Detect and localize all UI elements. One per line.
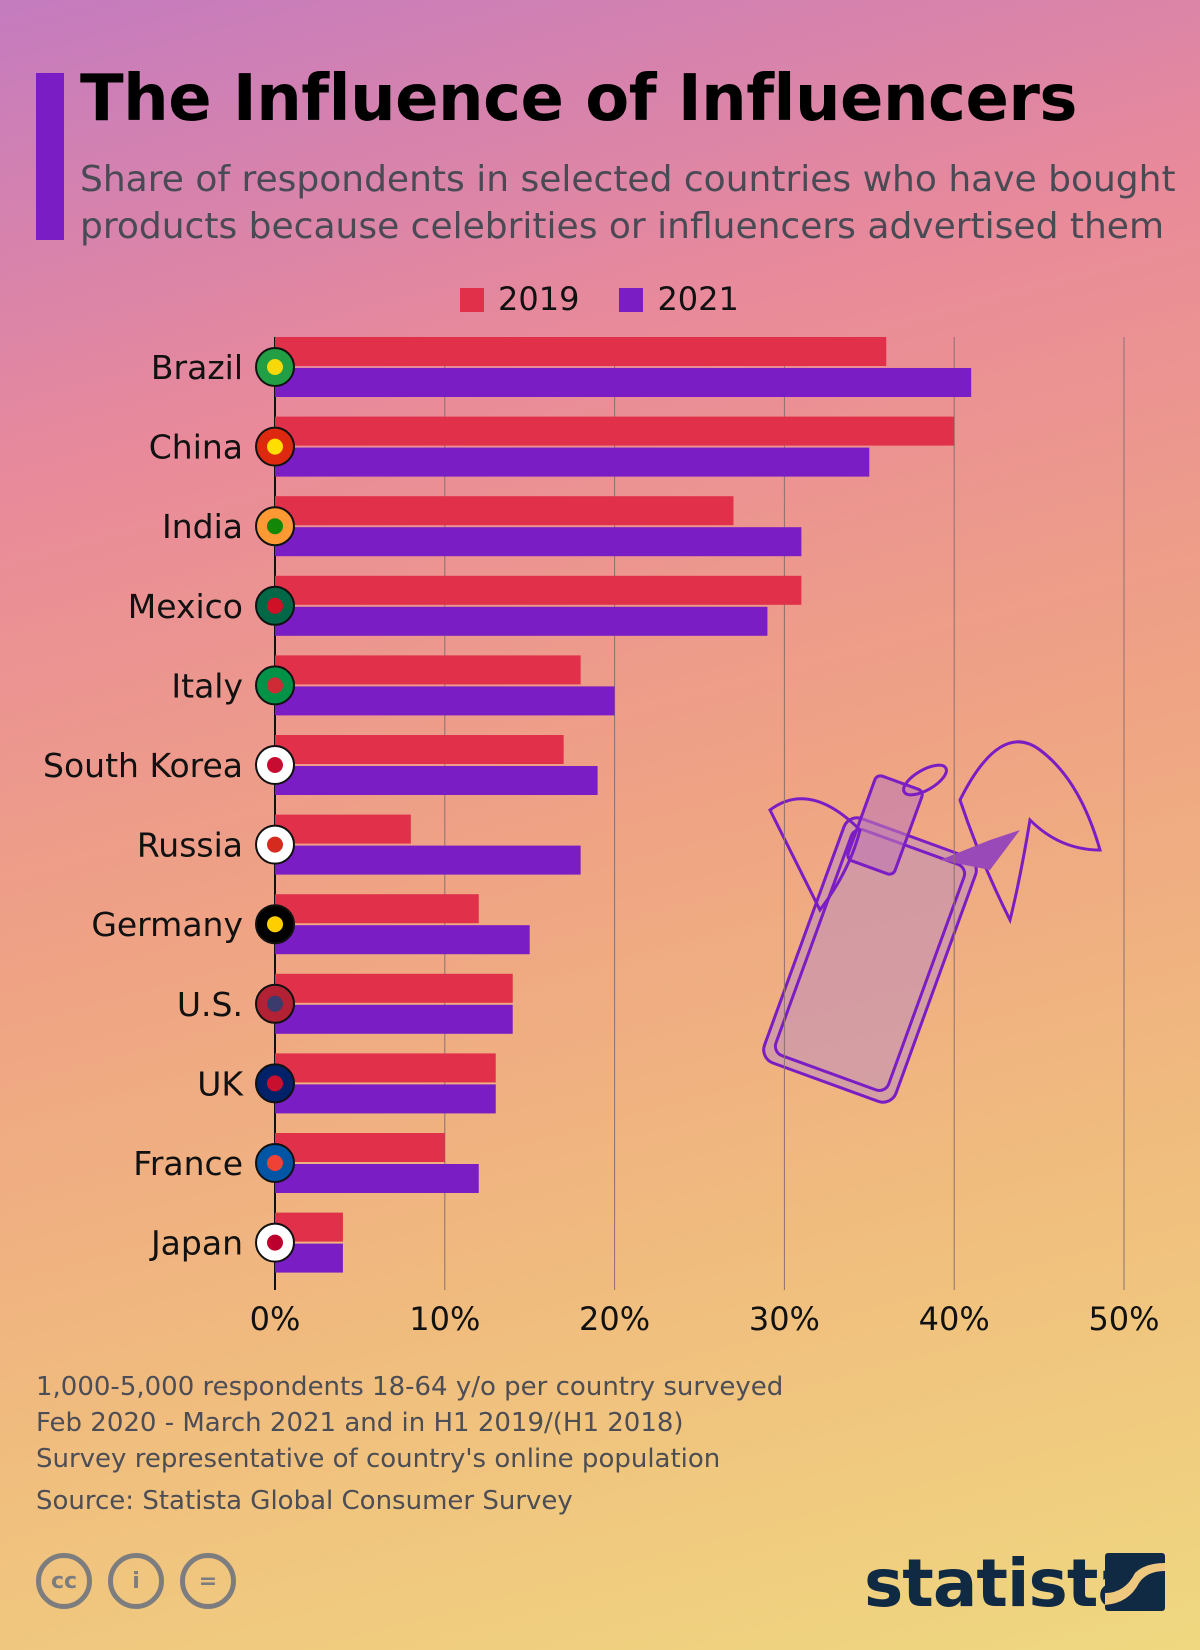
decorative-illustration bbox=[762, 740, 1102, 1104]
footer-note-2: Feb 2020 - March 2021 and in H1 2019/(H1… bbox=[36, 1408, 684, 1438]
category-label: U.S. bbox=[177, 985, 243, 1024]
flag-icon bbox=[255, 1222, 295, 1263]
category-label: Italy bbox=[171, 666, 243, 705]
footer-note-3: Survey representative of country's onlin… bbox=[36, 1444, 721, 1474]
category-label: UK bbox=[197, 1064, 244, 1103]
legend-item-2021: 2021 bbox=[619, 280, 739, 318]
flag-icon bbox=[255, 1063, 295, 1104]
attribution-icon[interactable]: i bbox=[108, 1553, 164, 1609]
tick-label: 0% bbox=[250, 1300, 301, 1338]
bar-2021 bbox=[275, 1164, 479, 1193]
flag-icon bbox=[255, 983, 295, 1024]
page-title: The Influence of Influencers bbox=[80, 62, 1078, 136]
bar-2019 bbox=[275, 337, 887, 366]
tick-label: 20% bbox=[579, 1300, 650, 1338]
bar-2019 bbox=[275, 735, 564, 764]
bar-2021 bbox=[275, 447, 870, 477]
subtitle: Share of respondents in selected countri… bbox=[80, 159, 1176, 247]
category-label: France bbox=[133, 1144, 243, 1183]
bar-2019 bbox=[275, 416, 955, 446]
legend-item-2019: 2019 bbox=[460, 280, 579, 318]
bar-2019 bbox=[275, 496, 734, 526]
bar-2021 bbox=[275, 527, 802, 557]
title-accent-bar bbox=[36, 73, 64, 240]
cc-license-icon[interactable]: cc bbox=[36, 1553, 92, 1609]
bar-2019 bbox=[275, 655, 581, 685]
category-label: South Korea bbox=[43, 746, 243, 785]
category-label: Germany bbox=[91, 905, 243, 944]
category-label: Mexico bbox=[128, 587, 243, 626]
category-label: Japan bbox=[149, 1224, 243, 1263]
bar-2019 bbox=[275, 973, 513, 1003]
legend: 2019 2021 bbox=[460, 280, 739, 318]
flag-icon bbox=[255, 745, 295, 785]
bar-2021 bbox=[275, 368, 972, 397]
bar-2021 bbox=[275, 686, 615, 716]
flag-icon bbox=[255, 585, 295, 626]
tick-label: 40% bbox=[919, 1300, 990, 1338]
source: Source: Statista Global Consumer Survey bbox=[36, 1486, 573, 1516]
flag-icon bbox=[255, 426, 295, 467]
bar-2019 bbox=[275, 575, 802, 605]
flag-icon bbox=[255, 506, 295, 547]
bar-2021 bbox=[275, 606, 768, 636]
flag-icon bbox=[255, 1143, 295, 1183]
category-label: China bbox=[149, 428, 243, 467]
category-label: India bbox=[162, 507, 243, 546]
no-derivatives-icon[interactable]: = bbox=[180, 1553, 236, 1609]
category-label: Russia bbox=[137, 826, 243, 865]
flag-icon bbox=[255, 665, 295, 706]
footer-note-1: 1,000-5,000 respondents 18-64 y/o per co… bbox=[36, 1372, 784, 1402]
tick-label: 10% bbox=[409, 1300, 480, 1338]
flag-icon bbox=[255, 824, 295, 865]
bar-2019 bbox=[275, 814, 411, 844]
bar-2021 bbox=[275, 1084, 496, 1114]
flag-icon bbox=[255, 904, 295, 945]
bar-2019 bbox=[275, 1133, 445, 1162]
bar-2021 bbox=[275, 925, 530, 955]
bar-2021 bbox=[275, 845, 581, 875]
tick-label: 30% bbox=[749, 1300, 820, 1338]
bar-2021 bbox=[275, 766, 598, 795]
bar-2019 bbox=[275, 894, 479, 924]
bar-2019 bbox=[275, 1053, 496, 1083]
flag-icon bbox=[255, 347, 295, 387]
statista-logo[interactable]: statista bbox=[864, 1545, 1142, 1622]
statista-logo-icon bbox=[1105, 1553, 1165, 1611]
tick-label: 50% bbox=[1088, 1300, 1159, 1338]
category-label: Brazil bbox=[151, 348, 243, 387]
bar-2021 bbox=[275, 1004, 513, 1034]
